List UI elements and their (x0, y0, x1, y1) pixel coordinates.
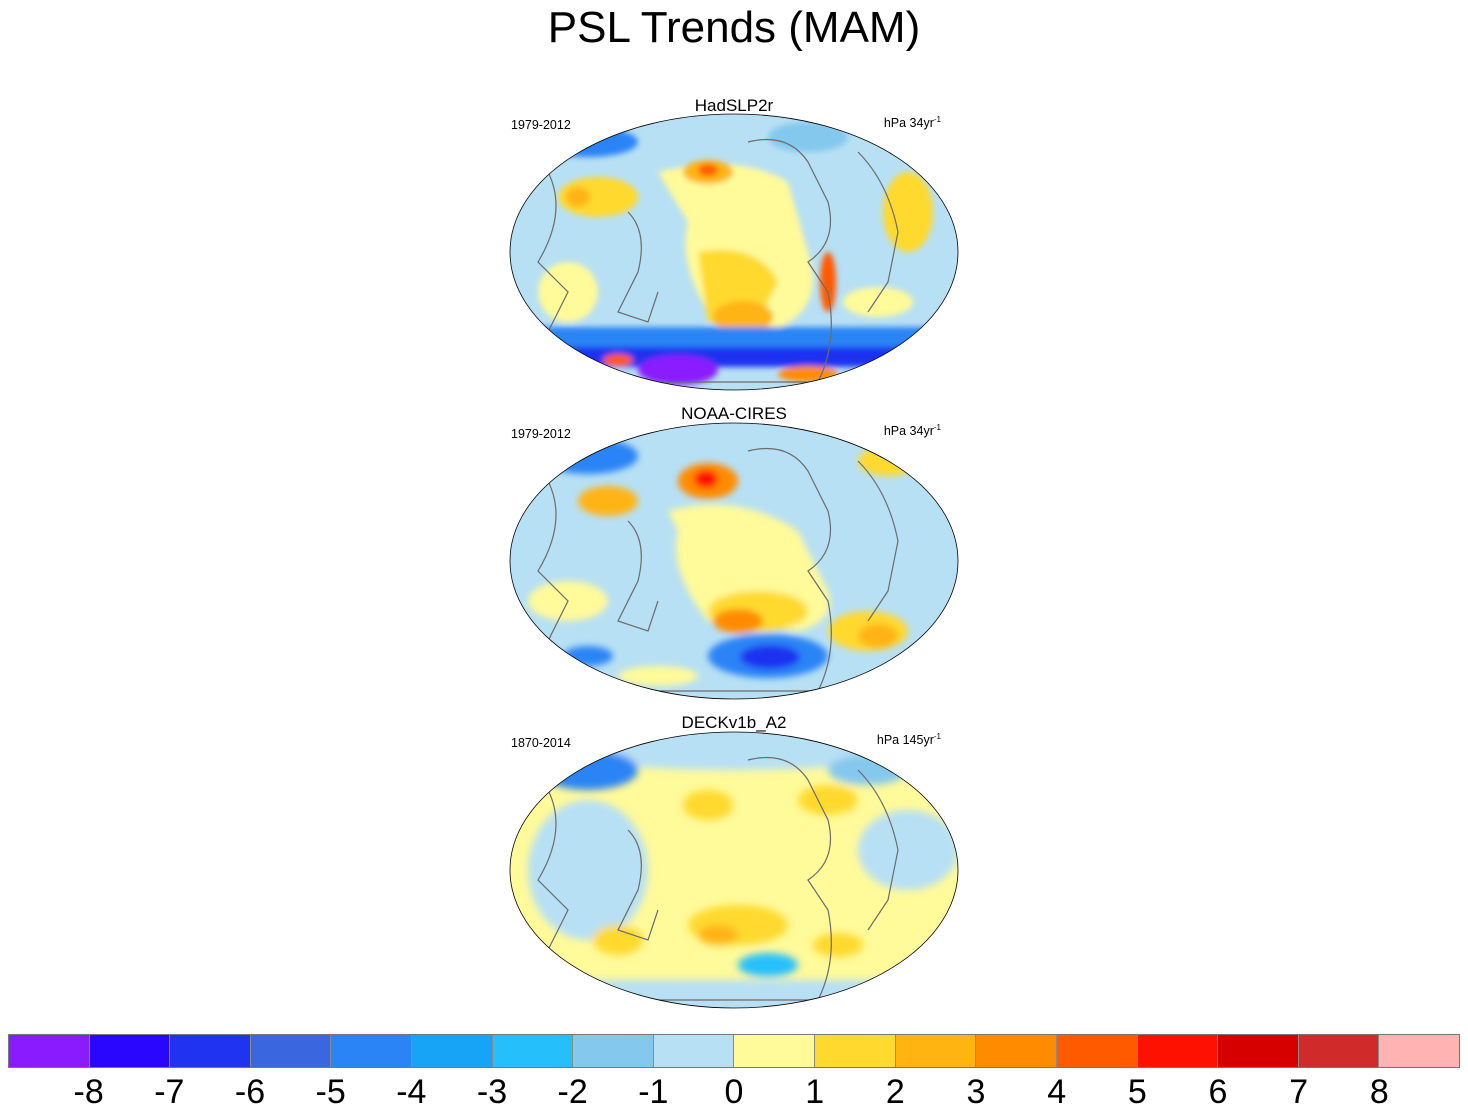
colorbar-swatch (1298, 1035, 1380, 1067)
colorbar-swatch (250, 1035, 332, 1067)
colorbar-tick-label: -4 (396, 1073, 427, 1111)
colorbar-tick-label: 6 (1208, 1073, 1228, 1111)
colorbar-swatch (653, 1035, 735, 1067)
colorbar-tick-label: -8 (73, 1073, 104, 1111)
colorbar-swatch (1056, 1035, 1138, 1067)
colorbar-tick-label: -1 (638, 1073, 669, 1111)
colorbar-tick-label: -7 (154, 1073, 185, 1111)
panel-title: HadSLP2r (694, 96, 774, 115)
colorbar-swatch (9, 1035, 90, 1067)
colorbar-tick-label: 2 (885, 1073, 905, 1111)
colorbar-tick-label: -6 (234, 1073, 266, 1111)
figure-title: PSL Trends (MAM) (547, 3, 921, 52)
colorbar-swatch (573, 1035, 654, 1067)
colorbar-tick-label: -3 (476, 1073, 508, 1111)
colorbar-swatch (412, 1035, 493, 1067)
colorbar-tick-label: 7 (1289, 1073, 1309, 1111)
colorbar-swatch (815, 1035, 896, 1067)
colorbar-tick-label: 4 (1047, 1073, 1067, 1111)
map-hadslp2r (509, 113, 959, 391)
colorbar-swatch (331, 1035, 413, 1067)
panel-units: hPa 34yr-1 (883, 423, 941, 439)
colorbar-swatch (895, 1035, 977, 1067)
colorbar-swatch (734, 1035, 816, 1067)
colorbar-swatch (1379, 1035, 1459, 1067)
colorbar-tick-label: 3 (966, 1073, 986, 1111)
colorbar-swatch (1137, 1035, 1219, 1067)
map-noaa-cires (509, 422, 959, 700)
colorbar-swatch (492, 1035, 574, 1067)
colorbar-tick-label: 0 (724, 1073, 744, 1111)
panel-period: 1979-2012 (511, 427, 571, 441)
panel-title: NOAA-CIRES (681, 404, 787, 423)
panel-period: 1870-2014 (511, 736, 571, 750)
map-deckv1b-a2 (509, 731, 959, 1009)
panel-title: DECKv1b_A2 (681, 713, 787, 732)
colorbar-tick-label: 1 (805, 1073, 825, 1111)
colorbar-swatch (976, 1035, 1057, 1067)
panel-units: hPa 34yr-1 (883, 115, 941, 131)
panel-units: hPa 145yr-1 (876, 732, 941, 748)
colorbar-tick-label: -5 (315, 1073, 346, 1111)
colorbar-swatch (1218, 1035, 1299, 1067)
colorbar-tick-label: -2 (557, 1073, 588, 1111)
colorbar-tick-label: 5 (1127, 1073, 1147, 1111)
colorbar-tick-label: 8 (1369, 1073, 1389, 1111)
colorbar-swatch (170, 1035, 251, 1067)
colorbar-swatch (89, 1035, 171, 1067)
colorbar (8, 1034, 1460, 1068)
panel-period: 1979-2012 (511, 118, 571, 132)
